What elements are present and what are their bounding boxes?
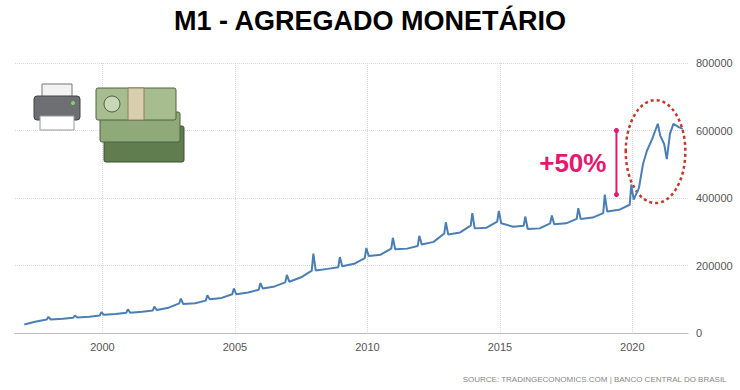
svg-text:M1 - AGREGADO MONETÁRIO: M1 - AGREGADO MONETÁRIO	[174, 5, 566, 36]
svg-text:2000: 2000	[90, 341, 114, 353]
svg-text:2010: 2010	[355, 341, 379, 353]
svg-text:800000: 800000	[696, 57, 733, 69]
svg-text:400000: 400000	[696, 192, 733, 204]
svg-text:2015: 2015	[488, 341, 512, 353]
svg-text:+50%: +50%	[539, 148, 606, 178]
svg-text:SOURCE: TRADINGECONOMICS.COM |: SOURCE: TRADINGECONOMICS.COM | BANCO CEN…	[463, 375, 727, 384]
svg-text:0: 0	[696, 327, 702, 339]
svg-text:2020: 2020	[620, 341, 644, 353]
svg-text:2005: 2005	[223, 341, 247, 353]
svg-text:600000: 600000	[696, 125, 733, 137]
svg-text:200000: 200000	[696, 260, 733, 272]
